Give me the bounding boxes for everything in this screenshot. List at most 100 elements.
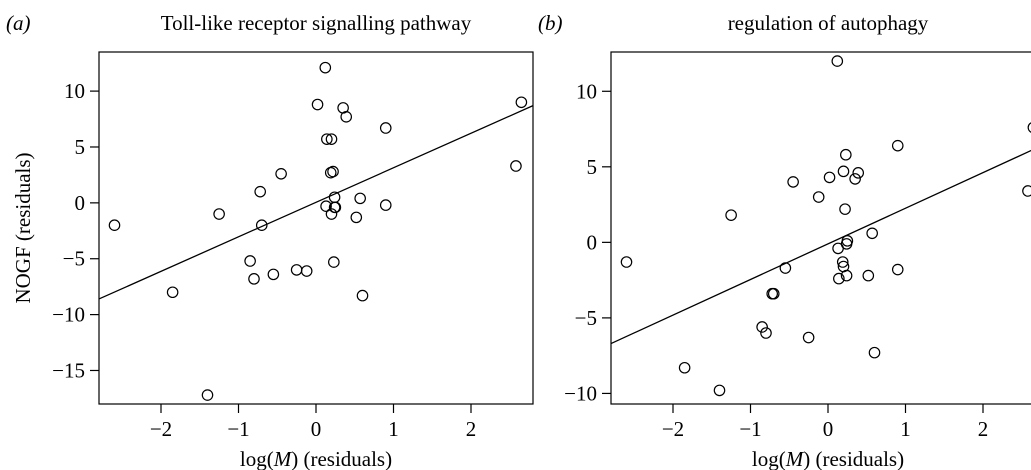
panel-b-point-24 [849, 173, 861, 185]
panel-a-y-tick-label-2: −5 [63, 247, 85, 271]
panel-b-x-tick-label-1: −1 [739, 417, 761, 441]
panel-a-point-29 [379, 122, 392, 134]
panel-b-point-4 [756, 321, 768, 333]
panel-a-fit-line [98, 105, 534, 300]
panel-a-point-27 [354, 192, 366, 205]
panel-b-x-tick-label-3: 1 [900, 417, 911, 441]
panel-b-y-ticks: −10 −5 0 5 10 [564, 79, 611, 405]
panel-b-point-32 [1027, 122, 1031, 133]
panel-b-point-14 [833, 272, 845, 285]
panel-b-x-axis-label: log(M) (residuals) [752, 447, 904, 470]
panel-b-point-23 [840, 148, 852, 161]
panel-b-point-10 [802, 331, 815, 344]
panel-a-point-8 [267, 268, 280, 281]
panel-a-fit-line-group [98, 105, 534, 300]
panel-a-point-7 [255, 219, 268, 232]
panel-a-y-tick-label-1: −10 [52, 303, 85, 327]
panel-a-point-0 [108, 219, 121, 232]
panel-b-point-8 [779, 262, 792, 274]
panel-b-fit-line-group [610, 149, 1031, 345]
panel-b-point-9 [787, 176, 799, 188]
panel-b-point-29 [891, 139, 904, 152]
panel-b-x-tick-label-2: 0 [823, 417, 834, 441]
panel-b-y-tick-label-2: 0 [587, 230, 598, 254]
panel-a-point-25 [340, 111, 353, 123]
panel-a-x-tick-label-0: −2 [150, 417, 172, 441]
panel-a-point-31 [510, 160, 522, 172]
panel-a-point-16 [325, 133, 338, 145]
panel-b-point-11 [812, 191, 825, 203]
panel-b-point-30 [891, 263, 904, 276]
panel-b-point-16 [837, 165, 850, 178]
panel-a-points [108, 61, 528, 401]
panel-a-x-axis-label: log(M) (residuals) [240, 447, 392, 470]
panel-a-y-tick-label-4: 5 [75, 135, 86, 159]
panel-a-plot-area [98, 51, 534, 405]
panel-a-point-11 [300, 265, 313, 277]
panel-a-y-tick-label-3: 0 [75, 191, 86, 215]
panel-a-x-tick-label-2: 0 [311, 417, 322, 441]
panel-b-x-ticks: −2 −1 0 1 2 [662, 404, 988, 441]
panel-a-point-19 [325, 208, 338, 220]
panel-a-label: (a) [6, 11, 31, 35]
panel-b-point-25 [852, 167, 865, 179]
panel-a-point-1 [166, 286, 179, 299]
panel-b-plot-area [610, 51, 1031, 405]
panel-a-point-9 [275, 168, 287, 180]
panel-b-point-1 [678, 361, 691, 374]
panel-a-point-28 [356, 289, 369, 302]
panel-a-title: Toll-like receptor signalling pathway [161, 11, 472, 35]
panel-a-y-tick-label-5: 10 [64, 79, 85, 103]
panel-b-point-7 [767, 287, 780, 300]
panel-a-y-axis-label: NOGF (residuals) [11, 152, 35, 303]
panel-b-point-17 [836, 256, 849, 268]
panel-b-points [620, 55, 1031, 397]
panel-a-point-14 [321, 133, 333, 145]
panel-b-point-0 [620, 256, 633, 268]
panel-a-point-12 [311, 98, 324, 111]
panel-a-point-22 [328, 191, 341, 204]
panel-b: (b) regulation of autophagy −2 −1 0 1 2 −10−… [538, 11, 1031, 470]
panel-a-x-tick-label-4: 2 [466, 417, 477, 441]
panel-b-point-21 [841, 235, 854, 247]
panel-b-point-26 [862, 269, 875, 282]
panel-b-x-tick-label-4: 2 [978, 417, 989, 441]
panel-a-point-13 [319, 61, 332, 74]
panel-b-fit-line [610, 149, 1031, 345]
panel-a-y-ticks: −15 −10 −5 0 5 10 [52, 79, 99, 382]
panel-b-title: regulation of autophagy [728, 11, 929, 35]
panel-a-x-tick-label-1: −1 [227, 417, 249, 441]
panel-b-y-tick-label-3: 5 [587, 155, 598, 179]
panel-a-point-4 [244, 255, 256, 267]
panel-a-point-32 [515, 96, 528, 109]
panel-b-point-2 [713, 384, 726, 397]
panel-b-point-27 [866, 227, 878, 240]
panel-a-point-10 [290, 264, 303, 276]
panel-a-x-ticks: −2 −1 0 1 2 [150, 404, 476, 441]
panel-b-point-13 [831, 55, 844, 67]
panel-a-x-tick-label-3: 1 [388, 417, 399, 441]
panel-b-x-tick-label-0: −2 [662, 417, 684, 441]
panel-a-point-26 [350, 211, 363, 224]
panel-b-y-tick-label-0: −10 [564, 381, 597, 405]
panel-b-point-31 [1022, 185, 1031, 197]
panel-a-point-5 [248, 273, 260, 285]
panel-b-y-tick-label-1: −5 [575, 306, 597, 330]
panel-a-point-18 [327, 165, 339, 178]
panel-a-point-6 [254, 185, 267, 198]
panel-a-point-2 [201, 389, 214, 401]
panel-a-y-tick-label-0: −15 [52, 358, 85, 382]
panel-b-point-28 [868, 346, 881, 359]
panel-a: (a) Toll-like receptor signalling pathwa… [6, 11, 534, 470]
panel-b-label: (b) [538, 11, 563, 35]
panel-b-point-5 [760, 327, 772, 339]
panel-b-y-tick-label-4: 10 [576, 79, 597, 103]
panel-b-point-18 [839, 203, 851, 215]
panel-a-point-15 [320, 200, 332, 213]
panel-a-point-30 [379, 199, 392, 211]
panel-b-point-3 [725, 209, 737, 221]
panel-a-point-3 [213, 208, 225, 220]
panel-b-point-12 [823, 171, 836, 184]
panel-a-point-23 [328, 256, 340, 268]
